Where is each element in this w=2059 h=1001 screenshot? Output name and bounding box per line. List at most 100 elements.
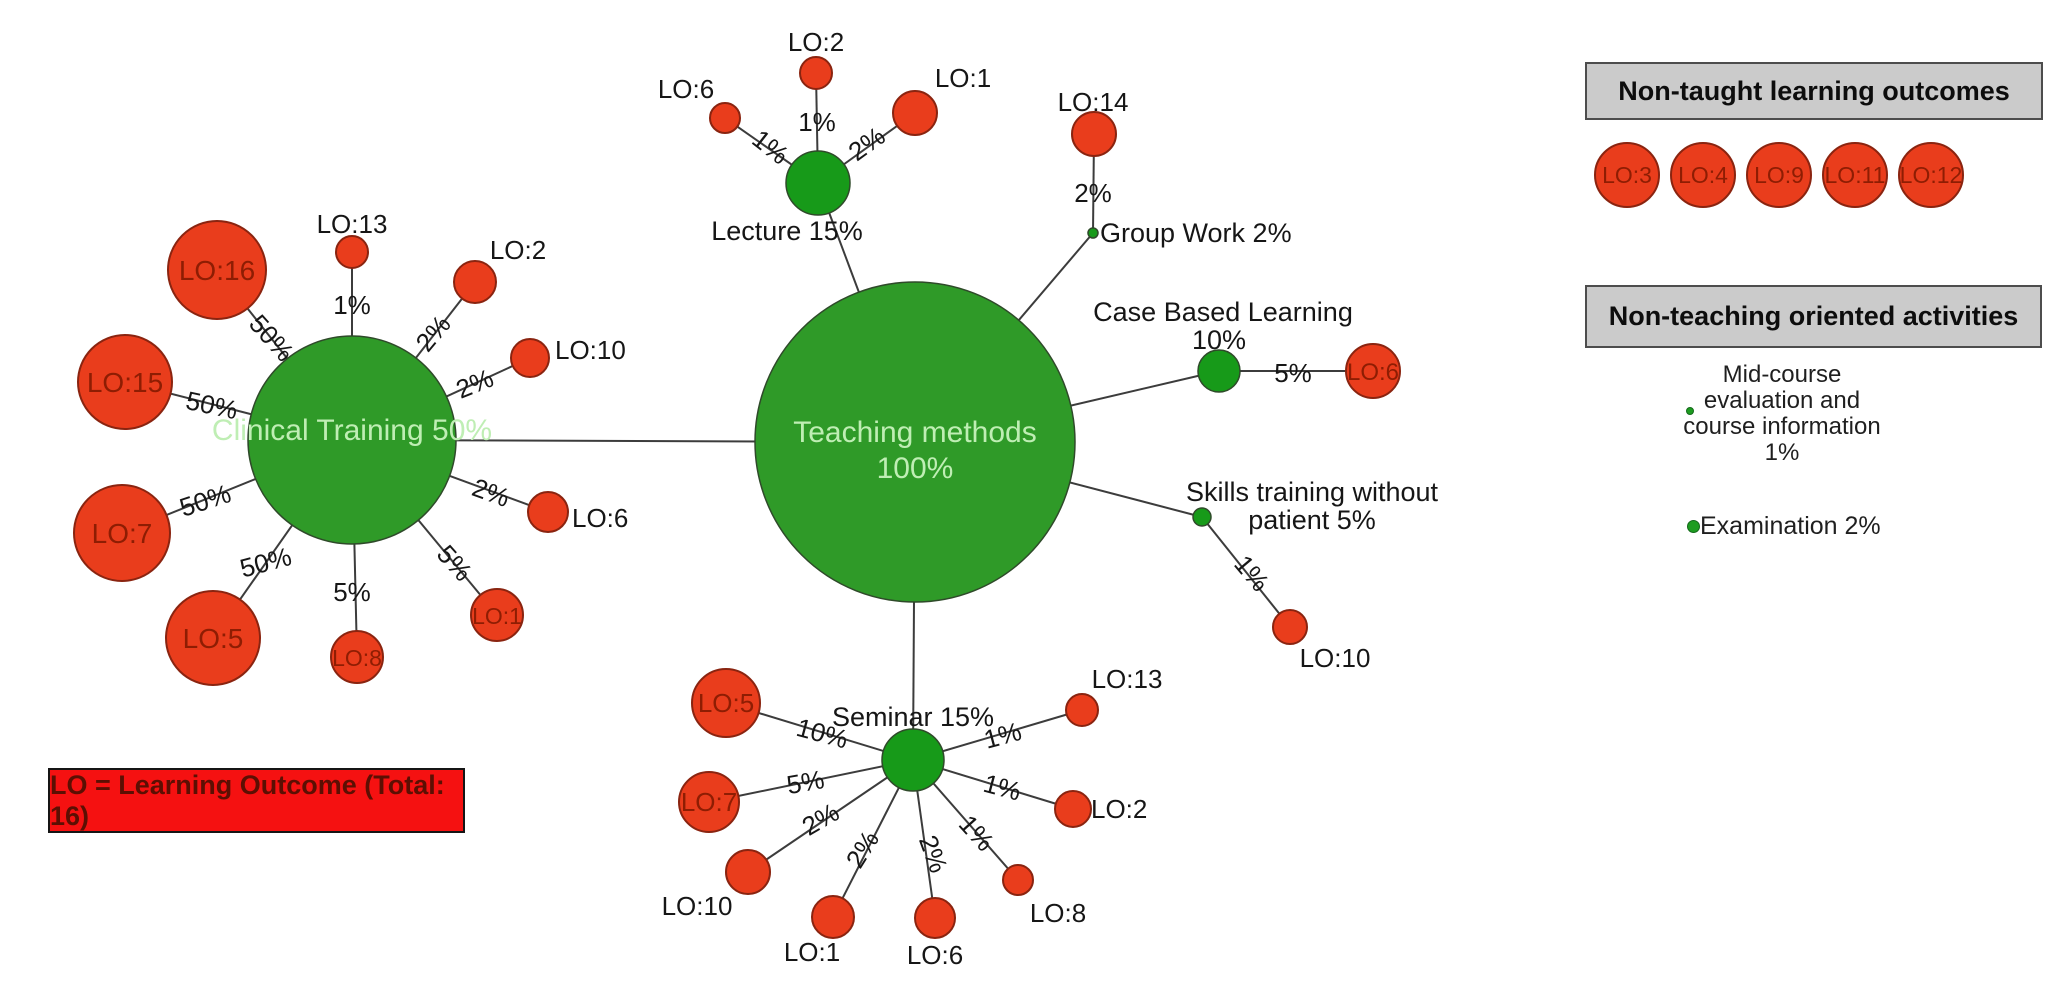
node-clinical-lo1 <box>470 588 524 642</box>
lo-label: LO:2 <box>1091 794 1147 824</box>
lo-note-box: LO = Learning Outcome (Total: 16) <box>48 768 465 833</box>
node-seminar <box>881 728 945 792</box>
group-work-label: Group Work 2% <box>1100 218 1292 248</box>
edge-label: 50% <box>183 385 240 425</box>
legend-lo-circle: LO:12 <box>1898 142 1964 208</box>
skills-label-1: Skills training without <box>1186 477 1439 507</box>
edge-label: 50% <box>237 541 295 583</box>
lo-label: LO:1 <box>784 937 840 967</box>
mid-course-entry: Mid-course evaluation and course informa… <box>1650 362 1914 466</box>
lo-label: LO:6 <box>658 74 714 104</box>
edge-label: 5% <box>1274 358 1312 388</box>
node-cbl-lo6 <box>1345 343 1401 399</box>
node-seminar-lo7 <box>678 771 740 833</box>
edge-skills-training--skills-lo10 <box>1201 516 1291 628</box>
lo-inside-label: LO:8 <box>332 645 382 671</box>
edge-label: 1% <box>333 290 371 320</box>
edge-label: 1% <box>747 124 795 171</box>
node-clinical-lo16 <box>167 220 267 320</box>
edge-label: 1% <box>1228 549 1275 597</box>
node-clinical-lo7 <box>73 484 171 582</box>
node-group-work <box>1087 227 1099 239</box>
edge-label: 1% <box>798 107 836 137</box>
node-clinical-lo10 <box>510 338 550 378</box>
lo-inside-label: LO:15 <box>87 367 163 398</box>
node-seminar-lo13 <box>1065 693 1099 727</box>
edge-label: 5% <box>431 539 478 587</box>
legend-lo-circle: LO:4 <box>1670 142 1736 208</box>
lo-label: LO:2 <box>490 235 546 265</box>
non-taught-circles: LO:3 LO:4 LO:9 LO:11 LO:12 <box>1594 142 1964 208</box>
non-taught-header: Non-taught learning outcomes <box>1585 62 2043 120</box>
teaching-methods-label: Teaching methods <box>793 416 1037 449</box>
node-seminar-lo10 <box>725 849 771 895</box>
lo-inside-label: LO:6 <box>1347 359 1399 386</box>
lo-inside-label: LO:5 <box>698 688 754 718</box>
teaching-methods-pct: 100% <box>877 452 954 485</box>
edge-label: 2% <box>410 309 457 357</box>
node-seminar-lo5 <box>691 668 761 738</box>
legend-lo-circle: LO:11 <box>1822 142 1888 208</box>
node-clinical-lo6 <box>527 491 569 533</box>
mid-course-line: Mid-course <box>1722 361 1842 388</box>
node-lecture-lo2 <box>799 56 833 90</box>
lecture-label: Lecture 15% <box>711 216 863 246</box>
node-clinical-lo5 <box>165 590 261 686</box>
node-seminar-lo1 <box>811 895 855 939</box>
lo-inside-label: LO:5 <box>183 623 244 654</box>
lo-label: LO:14 <box>1058 87 1129 117</box>
lo-inside-label: LO:16 <box>179 255 255 286</box>
lo-label: LO:8 <box>1030 898 1086 928</box>
legend-lo-circle: LO:9 <box>1746 142 1812 208</box>
edge-label: 1% <box>980 768 1024 807</box>
clinical-training-label: Clinical Training 50% <box>212 414 492 447</box>
edge-seminar--seminar-lo7 <box>708 759 914 803</box>
edge-label: 2% <box>1074 178 1112 208</box>
lo-label: LO:2 <box>788 27 844 57</box>
node-seminar-lo2 <box>1054 790 1092 828</box>
lo-label: LO:6 <box>907 940 963 970</box>
node-clinical-lo8 <box>330 630 384 684</box>
lo-label: LO:13 <box>317 209 388 239</box>
lo-inside-label: LO:1 <box>472 603 522 629</box>
lo-note-text: LO = Learning Outcome (Total: 16) <box>50 769 445 831</box>
node-teaching <box>754 281 1076 603</box>
non-teaching-title: Non-teaching oriented activities <box>1608 301 2019 331</box>
non-teaching-header: Non-teaching oriented activities <box>1585 285 2042 348</box>
edge-label: 2% <box>913 831 954 877</box>
edge-label: 5% <box>784 764 826 800</box>
lo-label: LO:13 <box>1092 664 1163 694</box>
edge-label: 5% <box>333 577 371 607</box>
lo-inside-label: LO:7 <box>681 787 737 817</box>
mid-course-line: course information <box>1683 413 1881 440</box>
node-clinical-lo2 <box>453 260 497 304</box>
non-taught-title: Non-taught learning outcomes <box>1618 75 2010 106</box>
cbl-pct: 10% <box>1192 325 1246 355</box>
mid-course-dot-icon <box>1686 407 1694 415</box>
node-clinical-training <box>247 335 457 545</box>
mid-course-line: 1% <box>1764 439 1800 466</box>
cbl-label: Case Based Learning <box>1093 297 1353 327</box>
edge-seminar--seminar-lo10 <box>747 759 914 873</box>
seminar-label: Seminar 15% <box>832 702 994 732</box>
node-lecture-lo1 <box>892 90 938 136</box>
edge-label: 2% <box>468 472 514 513</box>
skills-label-2: patient 5% <box>1248 505 1376 535</box>
node-case-based-learning <box>1197 349 1241 393</box>
node-skills-training <box>1192 507 1212 527</box>
node-clinical-lo15 <box>77 334 173 430</box>
lo-label: LO:10 <box>662 891 733 921</box>
lo-label: LO:10 <box>555 335 626 365</box>
edge-label: 2% <box>840 825 885 873</box>
node-lecture-lo6 <box>709 102 741 134</box>
examination-dot-icon <box>1687 520 1700 533</box>
legend-lo-circle: LO:3 <box>1594 142 1660 208</box>
edge-label: 1% <box>953 809 1000 857</box>
lo-label: LO:1 <box>935 63 991 93</box>
node-seminar-lo8 <box>1002 864 1034 896</box>
node-skills-lo10 <box>1272 609 1308 645</box>
lo-label: LO:6 <box>572 503 628 533</box>
lo-inside-label: LO:7 <box>92 518 153 549</box>
